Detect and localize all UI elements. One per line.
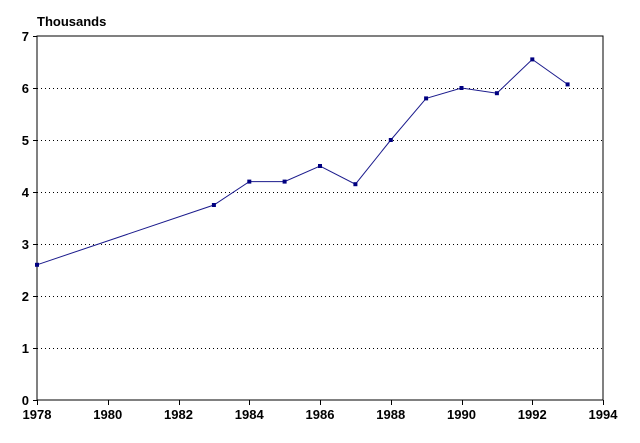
data-point-1991	[494, 91, 499, 96]
data-point-1987	[353, 182, 358, 187]
y-axis: 0 1 2 3 4 5 6 7	[22, 29, 37, 408]
y-tick-label-3: 3	[22, 237, 29, 252]
x-tick-label-1980: 1980	[93, 407, 122, 422]
x-tick-label-1982: 1982	[164, 407, 193, 422]
x-axis: 1978 1980 1982 1984 1986 1988 1990 1992 1994	[23, 400, 619, 422]
data-point-1985	[282, 179, 287, 184]
x-tick-label-1988: 1988	[376, 407, 405, 422]
data-series	[35, 57, 570, 267]
data-point-1990	[459, 86, 464, 90]
data-point-1986	[318, 164, 322, 168]
y-tick-label-6: 6	[22, 81, 29, 96]
data-point-1984	[247, 179, 252, 184]
x-tick-label-1984: 1984	[235, 407, 265, 422]
y-tick-label-7: 7	[22, 29, 29, 44]
series-line	[36, 58, 568, 266]
y-tick-label-5: 5	[22, 133, 29, 148]
y-axis-unit-label: Thousands	[37, 14, 106, 29]
x-tick-label-1978: 1978	[23, 407, 52, 422]
data-point-1992	[530, 57, 535, 62]
x-tick-label-1986: 1986	[306, 407, 335, 422]
x-tick-label-1994: 1994	[589, 407, 619, 422]
data-point-1988	[388, 138, 393, 142]
data-point-1983	[211, 203, 216, 207]
y-tick-label-0: 0	[22, 393, 29, 408]
x-tick-label-1990: 1990	[447, 407, 476, 422]
y-tick-label-1: 1	[22, 341, 29, 356]
data-point-1993	[565, 82, 570, 87]
y-tick-label-2: 2	[22, 289, 29, 304]
data-point-1978	[35, 262, 39, 267]
plot-area	[36, 35, 604, 401]
x-tick-label-1992: 1992	[518, 407, 547, 422]
gridlines	[37, 88, 603, 349]
data-point-1989	[424, 96, 429, 101]
y-tick-label-4: 4	[22, 185, 30, 200]
